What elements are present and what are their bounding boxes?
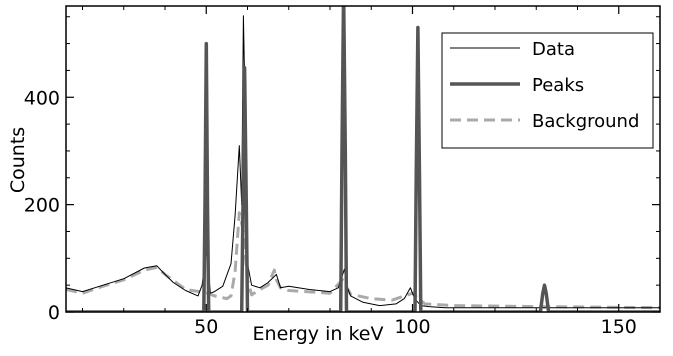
x-axis-label: Energy in keV xyxy=(253,323,384,345)
series-line-peaks xyxy=(66,6,660,312)
legend-box xyxy=(441,32,654,149)
x-tick-label: 50 xyxy=(194,316,218,338)
y-axis-label: Counts xyxy=(7,127,29,193)
x-tick-label: 150 xyxy=(601,316,637,338)
y-tick-label: 400 xyxy=(24,87,60,109)
axes-layer: 50 100 150 0 200 400 Energy in keV Counts xyxy=(7,5,661,345)
plot-frame xyxy=(65,5,661,313)
legend-label-peaks: Peaks xyxy=(532,75,584,96)
legend-label-background: Background xyxy=(532,111,639,132)
legend: Data Peaks Background xyxy=(441,32,654,149)
series-line-background xyxy=(66,211,660,310)
series-layer xyxy=(66,6,660,312)
legend-label-data: Data xyxy=(532,39,575,60)
x-tick-label: 100 xyxy=(394,316,430,338)
y-tick-label: 200 xyxy=(24,195,60,217)
y-tick-label: 0 xyxy=(48,302,60,324)
